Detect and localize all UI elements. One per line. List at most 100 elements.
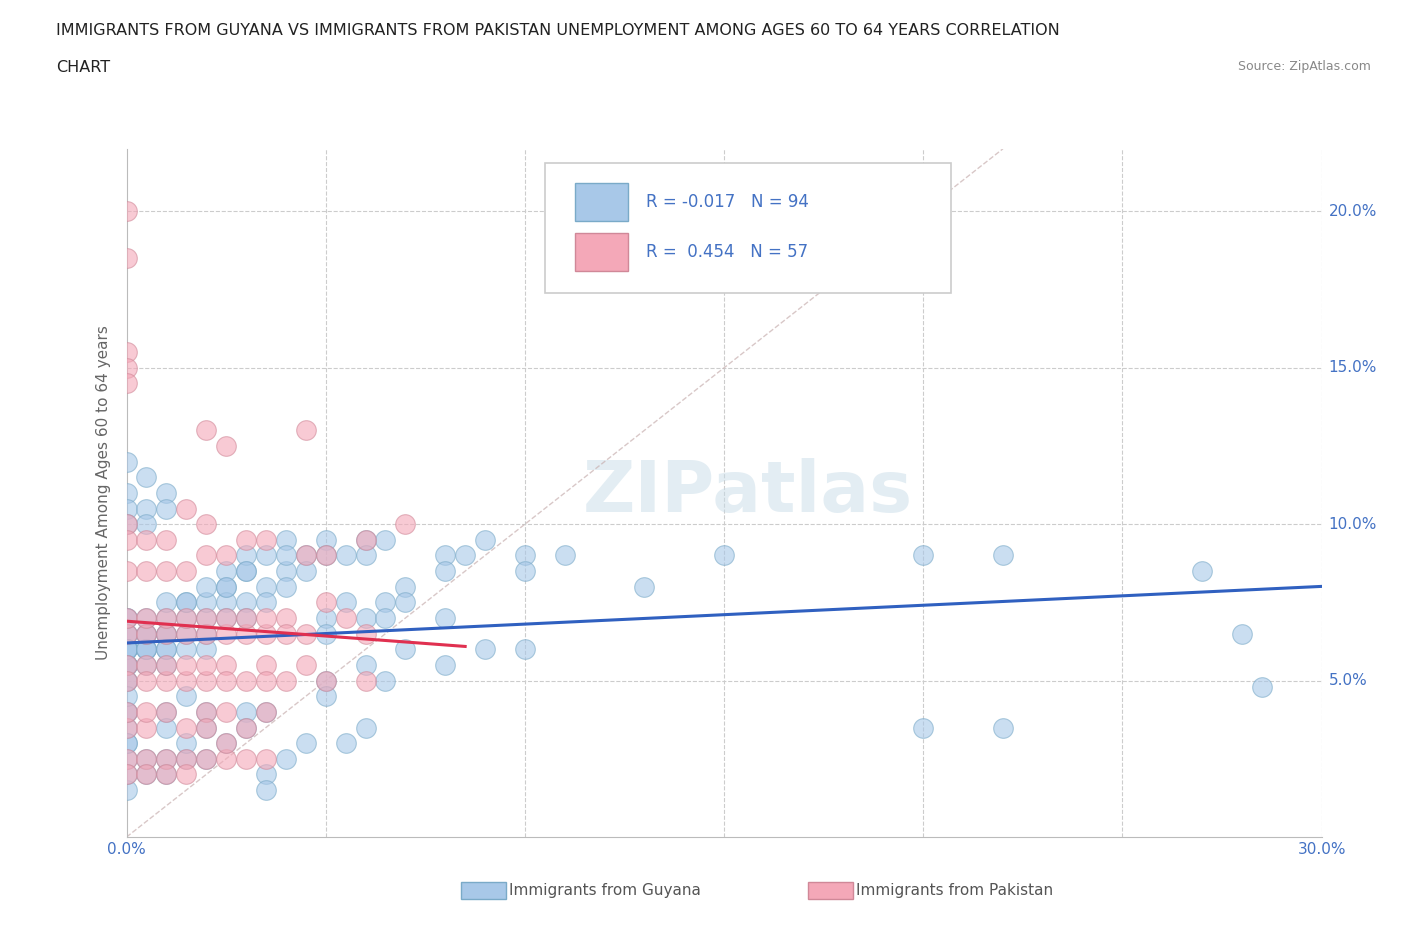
Text: 20.0%: 20.0% [1329,204,1376,219]
Point [434,564,457,578]
Point [315,548,337,563]
Point [294,626,316,641]
Point [115,611,138,626]
Point [274,611,297,626]
Point [315,548,337,563]
Point [274,579,297,594]
Point [254,611,277,626]
Text: 5.0%: 5.0% [1329,673,1367,688]
Point [174,611,197,626]
Point [1191,564,1213,578]
Point [155,751,177,766]
Point [155,751,177,766]
Point [235,611,257,626]
Point [195,517,218,532]
Point [115,532,138,547]
Point [195,548,218,563]
Point [274,673,297,688]
Point [294,736,316,751]
Point [195,579,218,594]
Point [155,532,177,547]
Point [215,626,238,641]
Point [235,595,257,610]
Point [135,751,157,766]
Point [174,595,197,610]
Point [235,751,257,766]
Point [115,658,138,672]
Point [215,736,238,751]
Point [374,673,396,688]
Point [315,673,337,688]
Point [354,532,377,547]
Point [254,548,277,563]
Point [434,548,457,563]
Point [115,642,138,657]
FancyBboxPatch shape [575,183,628,221]
Point [254,658,277,672]
Point [115,736,138,751]
Point [115,642,138,657]
Point [115,658,138,672]
Point [115,704,138,719]
Point [235,704,257,719]
Point [174,767,197,782]
Point [513,564,536,578]
Point [155,611,177,626]
Point [115,517,138,532]
Point [115,345,138,360]
Point [513,548,536,563]
Point [115,767,138,782]
Point [374,532,396,547]
Point [394,517,416,532]
Point [135,626,157,641]
Point [254,626,277,641]
Point [155,626,177,641]
Point [135,564,157,578]
Point [174,751,197,766]
Point [155,626,177,641]
Point [115,611,138,626]
Point [174,736,197,751]
Point [294,548,316,563]
Point [115,704,138,719]
Point [374,611,396,626]
Point [215,564,238,578]
Point [474,642,496,657]
Point [335,595,357,610]
Point [254,751,277,766]
FancyBboxPatch shape [807,882,852,899]
Point [115,204,138,219]
Point [474,532,496,547]
Point [115,360,138,375]
Point [135,658,157,672]
Point [155,767,177,782]
Point [115,673,138,688]
Point [195,626,218,641]
Point [254,704,277,719]
Text: R = -0.017   N = 94: R = -0.017 N = 94 [647,193,810,211]
Point [195,751,218,766]
Point [294,658,316,672]
Point [155,642,177,657]
FancyBboxPatch shape [575,233,628,272]
FancyBboxPatch shape [544,163,950,293]
Point [115,658,138,672]
Point [115,720,138,735]
Point [274,626,297,641]
Point [554,548,576,563]
Point [115,517,138,532]
Point [115,689,138,704]
Point [135,751,157,766]
Point [195,704,218,719]
Point [135,517,157,532]
Point [274,548,297,563]
Point [294,548,316,563]
Point [195,642,218,657]
Point [215,611,238,626]
Point [155,485,177,500]
Point [274,751,297,766]
Text: Source: ZipAtlas.com: Source: ZipAtlas.com [1237,60,1371,73]
Point [155,658,177,672]
Point [115,704,138,719]
Point [394,642,416,657]
